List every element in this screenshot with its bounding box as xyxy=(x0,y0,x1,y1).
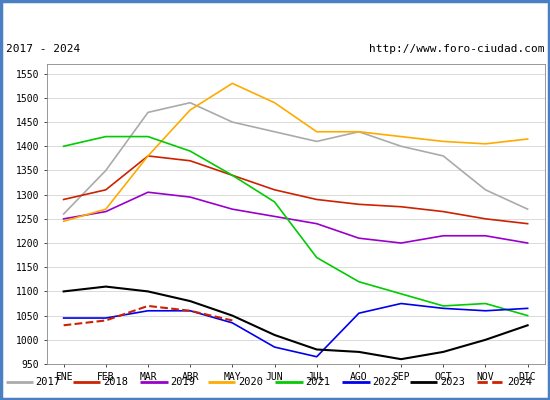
Text: 2018: 2018 xyxy=(103,377,128,387)
Text: 2024: 2024 xyxy=(507,377,532,387)
Text: 2017: 2017 xyxy=(36,377,60,387)
Text: 2023: 2023 xyxy=(440,377,465,387)
Text: 2021: 2021 xyxy=(305,377,330,387)
Text: 2017 - 2024: 2017 - 2024 xyxy=(6,44,80,54)
Text: Evolucion del paro registrado en Torrijos: Evolucion del paro registrado en Torrijo… xyxy=(103,11,447,25)
Text: 2020: 2020 xyxy=(238,377,263,387)
Text: http://www.foro-ciudad.com: http://www.foro-ciudad.com xyxy=(369,44,544,54)
Text: 2022: 2022 xyxy=(373,377,398,387)
Text: 2019: 2019 xyxy=(170,377,195,387)
